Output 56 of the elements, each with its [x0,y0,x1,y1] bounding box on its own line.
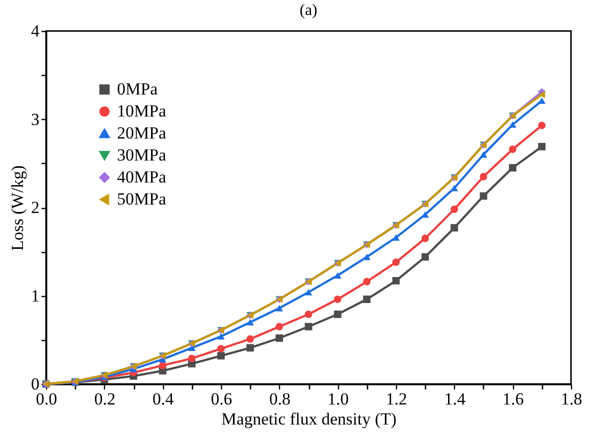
point [450,224,458,232]
legend-label: 30MPa [117,146,167,164]
x-tick-label: 0.4 [152,390,174,408]
point [392,277,400,284]
y-tick-label: 4 [31,22,40,40]
point [392,258,400,266]
y-tick-label: 2 [31,198,40,217]
point [508,146,516,153]
point [480,151,488,158]
point [217,333,225,340]
point [480,172,488,180]
point [276,322,284,330]
point [334,310,342,318]
x-axis-title: Magnetic flux density (T) [221,410,397,428]
x-tick-label: 1.0 [328,390,349,408]
y-tick-label: 3 [31,110,40,129]
x-tick-label: 1.4 [444,390,466,408]
point [246,344,254,352]
x-tick-label: 1.2 [386,390,408,408]
x-tick-label: 0.6 [210,390,232,408]
x-tick-label: 1.6 [502,390,524,408]
point [217,352,225,360]
legend-label: 20MPa [117,124,167,142]
legend-label: 10MPa [117,102,167,120]
point [538,122,546,130]
x-tick-label: 1.8 [560,390,582,408]
point [246,319,254,326]
x-tick-label: 0.2 [94,390,116,408]
point [276,304,284,312]
point [334,296,342,303]
point [304,289,312,296]
y-axis-title: Loss (W/kg) [8,165,27,251]
point [363,296,371,303]
x-tick-label: 0.8 [269,390,290,408]
point [158,362,166,370]
y-tick-label: 1 [31,286,40,306]
point [508,121,516,128]
legend-label: 50MPa [117,190,167,208]
point [334,272,342,279]
point [217,345,225,352]
point [363,278,371,286]
point [304,310,312,318]
point [508,164,516,172]
point [392,234,400,241]
legend-label: 40MPa [117,168,167,186]
point [421,234,429,242]
point [246,335,254,343]
point [276,334,284,342]
point [450,206,458,213]
legend-label: 0MPa [117,80,158,98]
point [538,142,546,150]
point [188,354,196,362]
point [304,322,312,330]
point [363,254,371,260]
chart-title: (a) [300,2,318,19]
point [421,253,429,261]
